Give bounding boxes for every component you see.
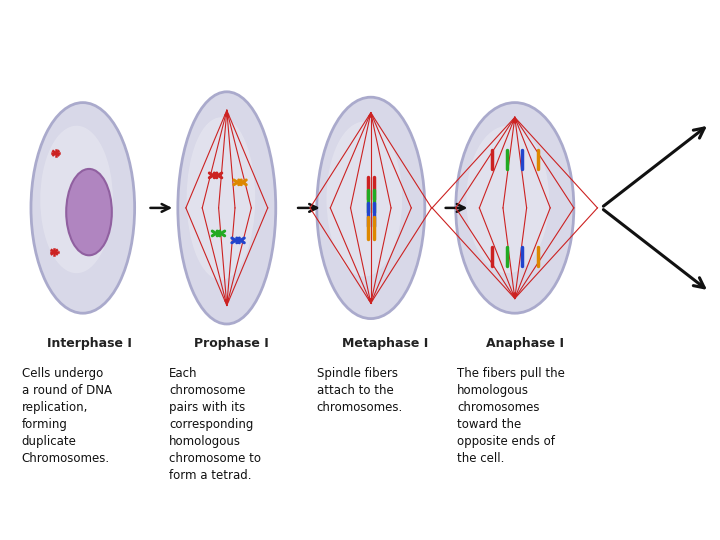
Text: Interphase I: Interphase I	[47, 338, 132, 350]
Ellipse shape	[456, 103, 574, 313]
Ellipse shape	[186, 117, 255, 280]
Ellipse shape	[225, 299, 229, 302]
Ellipse shape	[512, 292, 518, 296]
Ellipse shape	[40, 126, 113, 273]
Text: Anaphase I: Anaphase I	[486, 338, 564, 350]
Ellipse shape	[178, 92, 276, 324]
Text: Spindle fibers
attach to the
chromosomes.: Spindle fibers attach to the chromosomes…	[317, 367, 403, 414]
Ellipse shape	[225, 113, 229, 117]
Text: Prophase I: Prophase I	[194, 338, 269, 350]
Ellipse shape	[369, 298, 373, 302]
Ellipse shape	[369, 114, 373, 118]
Ellipse shape	[31, 103, 135, 313]
Ellipse shape	[317, 97, 425, 319]
Ellipse shape	[66, 169, 112, 255]
Text: Each
chromosome
pairs with its
corresponding
homologous
chromosome to
form a tet: Each chromosome pairs with its correspon…	[169, 367, 261, 482]
Ellipse shape	[327, 122, 402, 276]
Text: Metaphase I: Metaphase I	[342, 338, 428, 350]
Text: The fibers pull the
homologous
chromosomes
toward the
opposite ends of
the cell.: The fibers pull the homologous chromosom…	[457, 367, 565, 465]
Text: Cells undergo
a round of DNA
replication,
forming
duplicate
Chromosomes.: Cells undergo a round of DNA replication…	[22, 367, 112, 465]
Ellipse shape	[467, 126, 549, 273]
Ellipse shape	[512, 119, 518, 124]
